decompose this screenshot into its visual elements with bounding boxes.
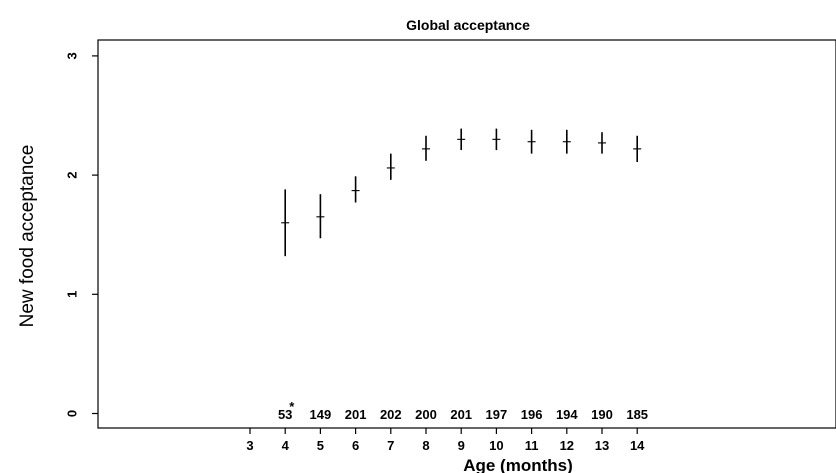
data-points xyxy=(281,128,642,257)
sample-size-label: 202 xyxy=(380,407,402,422)
sample-size-labels: 53 149 201 202 200 201 197 196 194 190 185 * xyxy=(278,399,648,422)
x-tick-label: 7 xyxy=(387,438,394,453)
x-tick-label: 11 xyxy=(525,438,539,453)
sample-size-label: 185 xyxy=(626,407,648,422)
chart-title: Global acceptance xyxy=(406,17,530,33)
y-tick-label: 3 xyxy=(65,52,80,59)
x-tick-label: 12 xyxy=(560,438,574,453)
sample-size-label: 197 xyxy=(486,407,508,422)
plot-frame xyxy=(97,39,836,429)
sample-size-label: 200 xyxy=(415,407,437,422)
sample-size-label: 201 xyxy=(345,407,367,422)
sample-size-label: 194 xyxy=(556,407,578,422)
x-tick-label: 5 xyxy=(317,438,324,453)
x-tick-label: 10 xyxy=(489,438,503,453)
y-axis-label: New food acceptance xyxy=(17,145,38,328)
y-tick-label: 2 xyxy=(65,171,80,178)
sample-size-label: 149 xyxy=(310,407,332,422)
x-tick-label: 3 xyxy=(246,438,253,453)
x-tick-label: 4 xyxy=(282,438,290,453)
x-tick-label: 14 xyxy=(630,438,645,453)
x-axis-label: Age (months) xyxy=(463,456,573,473)
y-axis: 0 1 2 3 xyxy=(65,52,98,417)
x-tick-label: 8 xyxy=(422,438,429,453)
x-tick-label: 6 xyxy=(352,438,359,453)
y-tick-label: 0 xyxy=(65,410,80,417)
sample-size-label: 190 xyxy=(591,407,613,422)
sample-size-label: 196 xyxy=(521,407,543,422)
x-tick-label: 9 xyxy=(458,438,465,453)
y-tick-label: 1 xyxy=(65,291,80,298)
sample-size-label: 201 xyxy=(450,407,472,422)
x-axis: 3 4 5 6 7 8 9 10 11 12 13 14 xyxy=(246,428,645,453)
significance-marker: * xyxy=(289,399,295,414)
sample-size-label: 53 xyxy=(278,407,292,422)
x-tick-label: 13 xyxy=(595,438,609,453)
